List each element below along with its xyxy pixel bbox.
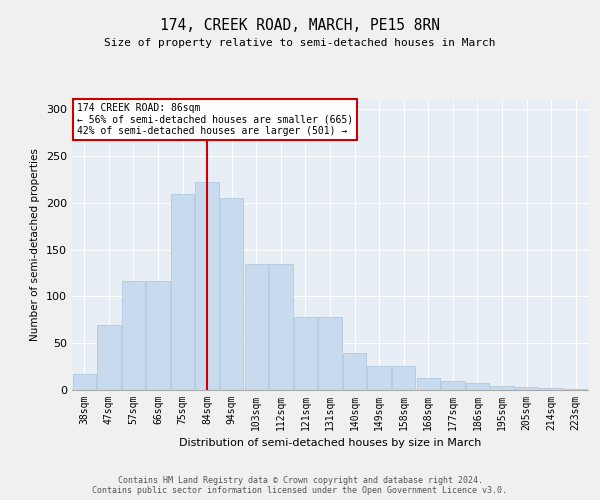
X-axis label: Distribution of semi-detached houses by size in March: Distribution of semi-detached houses by … — [179, 438, 481, 448]
Bar — [269, 264, 293, 390]
Bar — [196, 182, 219, 390]
Bar — [319, 317, 341, 390]
Bar — [146, 280, 170, 390]
Bar — [97, 324, 121, 390]
Bar — [220, 198, 244, 390]
Bar — [515, 387, 538, 390]
Bar — [416, 378, 440, 390]
Bar — [122, 280, 145, 390]
Text: 174, CREEK ROAD, MARCH, PE15 8RN: 174, CREEK ROAD, MARCH, PE15 8RN — [160, 18, 440, 32]
Bar — [294, 317, 317, 390]
Bar — [441, 380, 464, 390]
Text: Contains HM Land Registry data © Crown copyright and database right 2024.
Contai: Contains HM Land Registry data © Crown c… — [92, 476, 508, 495]
Bar — [564, 389, 587, 390]
Text: 174 CREEK ROAD: 86sqm
← 56% of semi-detached houses are smaller (665)
42% of sem: 174 CREEK ROAD: 86sqm ← 56% of semi-deta… — [77, 103, 353, 136]
Y-axis label: Number of semi-detached properties: Number of semi-detached properties — [31, 148, 40, 342]
Bar — [171, 194, 194, 390]
Bar — [367, 366, 391, 390]
Bar — [539, 388, 563, 390]
Bar — [490, 386, 514, 390]
Bar — [392, 366, 415, 390]
Bar — [343, 352, 366, 390]
Bar — [73, 374, 96, 390]
Bar — [466, 384, 489, 390]
Bar — [245, 264, 268, 390]
Text: Size of property relative to semi-detached houses in March: Size of property relative to semi-detach… — [104, 38, 496, 48]
